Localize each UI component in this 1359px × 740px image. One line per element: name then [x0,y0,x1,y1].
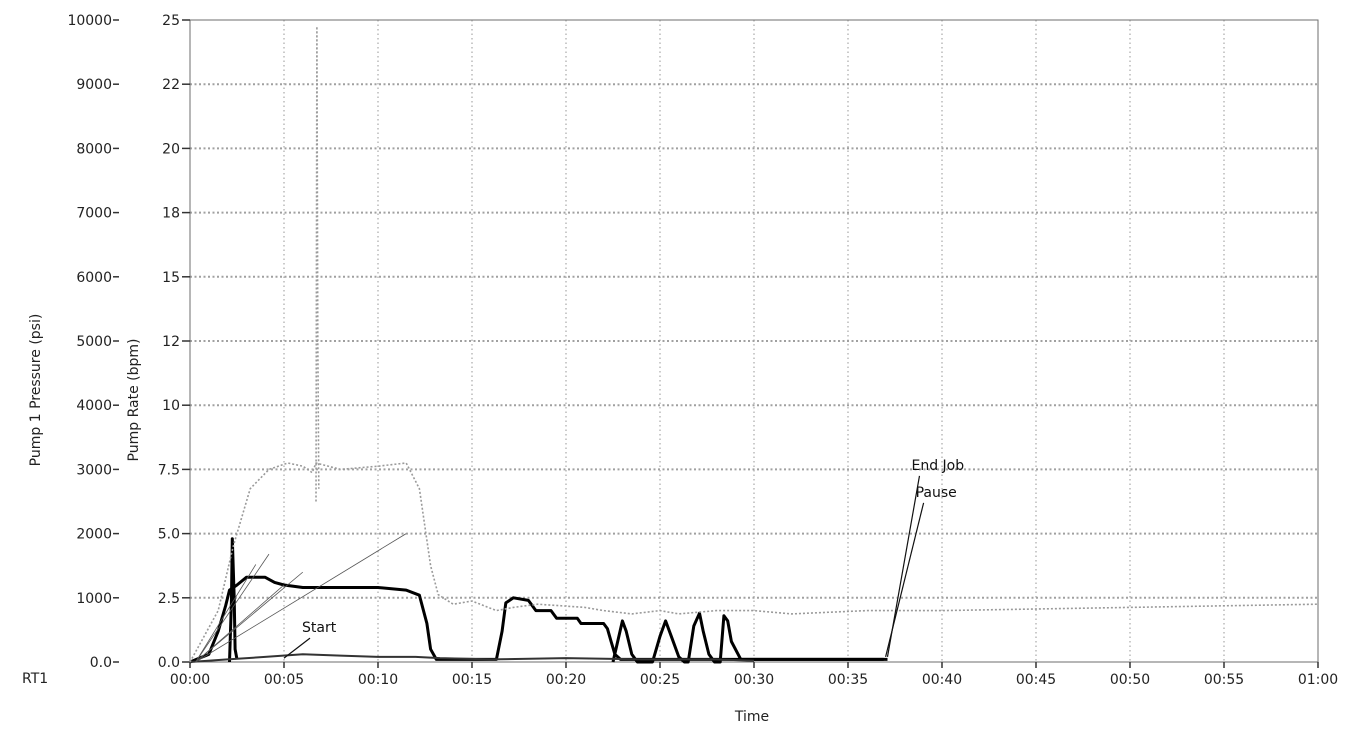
rate-tick-label: 18 [162,206,180,222]
grid [190,20,1318,662]
start-fan-line [195,533,407,663]
rate-tick-label: 22 [162,77,180,93]
x-tick-label: 00:55 [1204,672,1244,688]
x-tick-label: 00:10 [358,672,398,688]
x-tick-label: 00:05 [264,672,304,688]
series-line-3 [189,653,755,663]
start-fan-line [195,571,304,663]
x-tick-label: 00:00 [170,672,210,688]
pressure-tick-label: 6000 [76,270,112,286]
x-axis: 00:00 00:05 00:10 00:15 00:20 00:25 00:30 00:35… [170,662,1338,688]
x-tick-label: 00:15 [452,672,492,688]
rate-tick-label: 0.0 [158,655,180,671]
pressure-tick-label: 5000 [76,334,112,350]
x-tick-label: 00:20 [546,672,586,688]
rate-tick-label: 5.0 [158,527,180,543]
series-line-1 [228,537,239,663]
rate-tick-label: 20 [162,141,180,157]
pressure-tick-label: 7000 [76,206,112,222]
annotations: Start End Job Pause [283,458,964,659]
pressure-axis: 0.0 1000 2000 3000 4000 5000 6000 7000 8000 9000 1… [67,13,119,671]
pressure-axis-title: Pump 1 Pressure (psi) [28,314,44,467]
pressure-tick-label: 0.0 [90,655,112,671]
rate-tick-label: 25 [162,13,180,29]
x-tick-label: 00:30 [734,672,774,688]
x-tick-label: 00:35 [828,672,868,688]
annotation-label: Start [302,620,337,636]
pressure-tick-label: 4000 [76,398,112,414]
series-line-2 [611,611,884,664]
annotation-leader [885,502,925,658]
x-tick-label: 00:50 [1110,672,1150,688]
annotation-leader [283,637,311,659]
corner-label: RT1 [22,671,48,687]
rate-tick-label: 10 [162,398,180,414]
series-line-5 [315,25,320,502]
pressure-tick-label: 1000 [76,591,112,607]
start-fan-line [195,564,257,663]
x-tick-label: 00:40 [922,672,962,688]
x-axis-title: Time [734,709,769,725]
rate-tick-label: 15 [162,270,180,286]
rate-axis-title: Pump Rate (bpm) [126,339,142,462]
pressure-tick-label: 10000 [67,13,112,29]
pressure-tick-label: 3000 [76,462,112,478]
x-tick-label: 00:45 [1016,672,1056,688]
annotation-label: End Job [911,458,964,474]
pressure-tick-label: 9000 [76,77,112,93]
series-line-0 [189,575,888,664]
rate-axis: 0.0 2.5 5.0 7.5 10 12 15 18 20 22 25 [158,13,190,671]
rate-tick-label: 7.5 [158,462,180,478]
x-tick-label: 01:00 [1298,672,1338,688]
annotation-label: Pause [916,485,957,501]
start-fan-line [195,553,270,663]
pressure-tick-label: 8000 [76,141,112,157]
pressure-tick-label: 2000 [76,527,112,543]
series-group [189,25,1319,664]
rate-tick-label: 12 [162,334,180,350]
x-tick-label: 00:25 [640,672,680,688]
series-line-4 [189,462,1319,663]
rate-tick-label: 2.5 [158,591,180,607]
